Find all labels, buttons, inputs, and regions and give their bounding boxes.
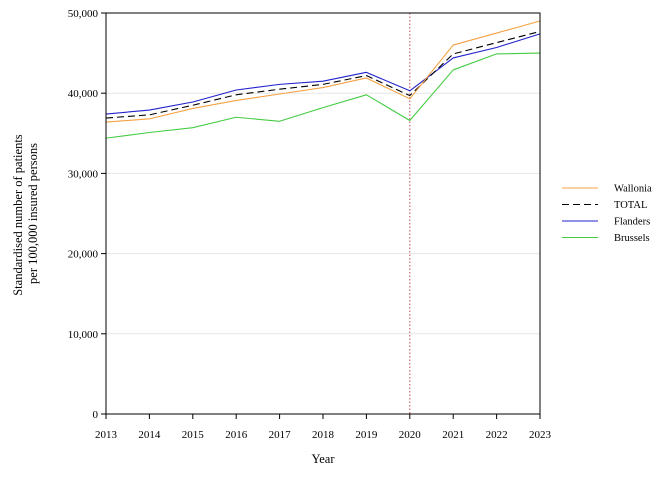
x-tick-label-0: 2013 [95, 429, 118, 441]
x-tick-label-7: 2020 [399, 429, 422, 441]
y-tick-label-3: 30,000 [68, 168, 99, 180]
series-line-flanders [105, 33, 541, 115]
legend-label-wallonia: Wallonia [614, 184, 652, 195]
series-lines [105, 20, 541, 139]
legend-label-brussels: Brussels [614, 233, 650, 244]
y-tick-label-2: 20,000 [68, 249, 99, 261]
x-tick-label-6: 2019 [355, 429, 378, 441]
legend: Wallonia TOTAL Flanders Brussels [562, 184, 652, 244]
x-tick-label-10: 2023 [529, 429, 552, 441]
x-tick-label-1: 2014 [138, 429, 161, 441]
y-axis-title-line-2: per 100,000 insured persons [26, 143, 40, 284]
legend-label-total: TOTAL [614, 200, 647, 211]
series-line-brussels [105, 52, 541, 139]
series-line-total [105, 30, 541, 119]
gridlines [106, 12, 540, 335]
x-tick-label-3: 2016 [225, 429, 248, 441]
y-tick-label-1: 10,000 [68, 329, 99, 341]
x-axis-title: Year [311, 452, 335, 466]
y-axis: 0 10,000 20,000 30,000 40,000 50,000 [68, 8, 106, 421]
x-tick-label-8: 2021 [442, 429, 464, 441]
x-tick-label-5: 2018 [312, 429, 335, 441]
y-tick-label-4: 40,000 [68, 88, 99, 100]
y-tick-label-0: 0 [93, 409, 99, 421]
x-tick-label-4: 2017 [269, 429, 292, 441]
x-tick-label-9: 2022 [486, 429, 508, 441]
x-tick-label-2: 2015 [182, 429, 205, 441]
y-axis-title: Standardised number of patients per 100,… [11, 131, 40, 296]
x-axis: 2013 2014 2015 2016 2017 2018 2019 2020 2021 2022… [95, 414, 552, 441]
y-tick-label-5: 50,000 [68, 8, 99, 20]
legend-label-flanders: Flanders [614, 217, 650, 228]
series-line-wallonia [105, 20, 541, 123]
y-axis-title-line-1: Standardised number of patients [11, 134, 25, 296]
plot-area-frame [105, 12, 541, 415]
